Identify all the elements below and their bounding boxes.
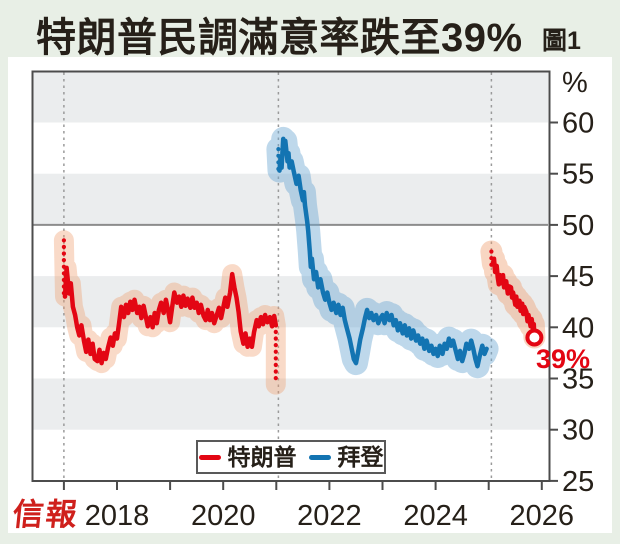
- plot-band: [33, 173, 548, 225]
- y-tick-label: 30: [562, 415, 594, 447]
- plot-band: [33, 378, 548, 430]
- publisher-logo: 信報: [10, 497, 81, 532]
- plot-band: [33, 71, 548, 123]
- x-tick-label: 2024: [403, 500, 468, 532]
- legend-item-biden: 拜登: [308, 443, 384, 470]
- figure-label: 圖1: [542, 27, 581, 55]
- y-tick-label: 60: [562, 108, 594, 140]
- x-tick-label: 2026: [510, 500, 575, 532]
- biden-term-line: [277, 136, 489, 369]
- y-tick-label: 35: [562, 364, 594, 396]
- y-tick-label: 25: [562, 466, 594, 498]
- endpoint-value-label: 39%: [536, 344, 591, 374]
- page-title: 特朗普民調滿意率跌至39%: [36, 16, 523, 60]
- y-tick-label: 45: [562, 261, 594, 293]
- x-tick-label: 2018: [85, 500, 150, 532]
- trump-term2-line: [490, 256, 537, 340]
- endpoint-marker: [525, 328, 544, 347]
- y-axis-unit-label: %: [562, 67, 588, 99]
- y-tick-label: 50: [562, 210, 594, 242]
- chart-legend: 特朗普 拜登: [196, 440, 386, 474]
- legend-item-trump: 特朗普: [198, 443, 297, 470]
- trump-color-swatch: [198, 454, 221, 460]
- biden-color-swatch: [308, 454, 331, 460]
- y-tick-label: 55: [562, 159, 594, 191]
- legend-label-trump: 特朗普: [227, 443, 297, 470]
- trump-term1-line: [62, 265, 279, 366]
- legend-label-biden: 拜登: [337, 443, 384, 470]
- y-tick-label: 40: [562, 312, 594, 344]
- x-tick-label: 2020: [191, 500, 256, 532]
- x-tick-label: 2022: [297, 500, 362, 532]
